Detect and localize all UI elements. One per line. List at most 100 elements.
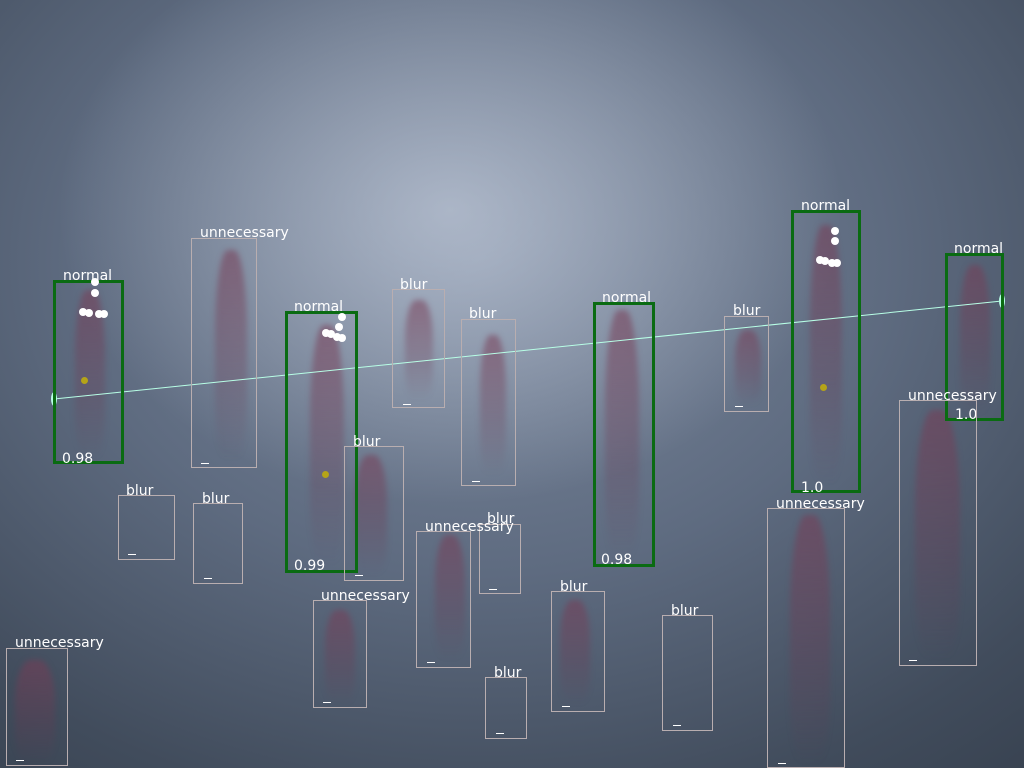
detection-box-normal[interactable] xyxy=(593,302,655,567)
keypoint xyxy=(333,333,341,341)
keypoint xyxy=(831,227,839,235)
capillary xyxy=(735,330,761,405)
detection-mark xyxy=(909,660,917,661)
center-point xyxy=(820,384,827,391)
capillary xyxy=(75,290,105,460)
detection-label: normal xyxy=(294,299,344,315)
detection-box-blur[interactable] xyxy=(479,524,521,594)
center-point xyxy=(81,377,88,384)
detection-label: blur xyxy=(733,303,761,319)
detection-mark xyxy=(562,706,570,707)
detection-box-blur[interactable] xyxy=(392,289,445,408)
alignment-line xyxy=(53,300,1003,400)
detection-mark xyxy=(489,589,497,590)
keypoint xyxy=(816,256,824,264)
detection-mark xyxy=(204,578,212,579)
detection-mark xyxy=(323,702,331,703)
keypoint xyxy=(95,310,103,318)
detection-score: 0.98 xyxy=(62,451,94,467)
detection-box-blur[interactable] xyxy=(485,677,527,739)
detection-box-unnecessary[interactable] xyxy=(313,600,367,708)
detection-label: unnecessary xyxy=(15,635,104,651)
detection-label: normal xyxy=(801,198,851,214)
detection-box-blur[interactable] xyxy=(551,591,605,712)
detection-score: 1.0 xyxy=(801,480,824,496)
detection-label: blur xyxy=(469,306,497,322)
detection-mark xyxy=(472,481,480,482)
detection-label: unnecessary xyxy=(776,496,865,512)
detection-label: blur xyxy=(126,483,154,499)
capillary xyxy=(560,600,590,705)
keypoint xyxy=(831,237,839,245)
center-point xyxy=(322,471,329,478)
keypoint xyxy=(821,257,829,265)
keypoint xyxy=(327,330,335,338)
keypoint xyxy=(100,310,108,318)
detection-mark xyxy=(496,733,504,734)
detection-label: unnecessary xyxy=(321,588,410,604)
keypoint xyxy=(338,313,346,321)
capillary xyxy=(325,610,355,705)
detection-box-blur[interactable] xyxy=(461,319,516,486)
capillary xyxy=(310,325,344,565)
capillary xyxy=(435,535,465,660)
keypoint xyxy=(91,278,99,286)
keypoint xyxy=(79,308,87,316)
capillary xyxy=(960,265,990,415)
detection-mark xyxy=(16,760,24,761)
detection-label: normal xyxy=(63,268,113,284)
detection-box-normal[interactable] xyxy=(791,210,861,493)
capillary xyxy=(790,515,830,765)
detection-box-normal[interactable] xyxy=(53,280,124,464)
detection-label: unnecessary xyxy=(425,519,514,535)
keypoint xyxy=(338,334,346,342)
detection-box-unnecessary[interactable] xyxy=(416,531,471,668)
detection-box-normal[interactable] xyxy=(285,311,358,573)
capillary xyxy=(480,335,506,475)
detection-label: blur xyxy=(671,603,699,619)
detection-box-blur[interactable] xyxy=(193,503,243,584)
capillary xyxy=(15,660,55,765)
detection-label: blur xyxy=(202,491,230,507)
detection-mark xyxy=(673,725,681,726)
detection-mark xyxy=(735,406,743,407)
detection-label: blur xyxy=(560,579,588,595)
detection-label: unnecessary xyxy=(200,225,289,241)
detection-box-blur[interactable] xyxy=(724,316,769,412)
keypoint xyxy=(828,259,836,267)
detection-score: 1.0 xyxy=(955,407,978,423)
detection-score: 0.99 xyxy=(294,558,326,574)
detection-mark xyxy=(403,404,411,405)
detection-box-unnecessary[interactable] xyxy=(191,238,257,468)
detection-mark xyxy=(201,463,209,464)
detection-mark xyxy=(778,763,786,764)
detection-box-normal[interactable] xyxy=(945,253,1004,421)
detection-mark xyxy=(128,554,136,555)
capillary xyxy=(915,410,960,660)
detection-label: normal xyxy=(602,290,652,306)
detection-box-unnecessary[interactable] xyxy=(6,648,68,766)
detection-box-blur[interactable] xyxy=(662,615,713,731)
detection-mark xyxy=(427,662,435,663)
detection-label: unnecessary xyxy=(908,388,997,404)
detection-label: blur xyxy=(487,511,515,527)
detection-label: blur xyxy=(353,434,381,450)
keypoint xyxy=(833,259,841,267)
capillary xyxy=(810,225,842,485)
detection-box-unnecessary[interactable] xyxy=(899,400,977,666)
detection-label: normal xyxy=(954,241,1004,257)
capillary xyxy=(405,300,433,400)
keypoint xyxy=(85,309,93,317)
keypoint xyxy=(322,329,330,337)
detection-label: blur xyxy=(494,665,522,681)
detection-label: blur xyxy=(400,277,428,293)
detection-mark xyxy=(355,575,363,576)
detection-score: 0.98 xyxy=(601,552,633,568)
detection-box-blur[interactable] xyxy=(118,495,175,560)
capillary xyxy=(355,455,387,575)
detection-box-blur[interactable] xyxy=(344,446,404,581)
capillary xyxy=(215,250,247,460)
capillary xyxy=(605,310,639,560)
detection-box-unnecessary[interactable] xyxy=(767,508,845,768)
